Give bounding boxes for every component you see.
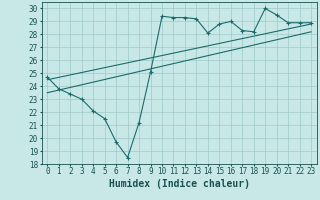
X-axis label: Humidex (Indice chaleur): Humidex (Indice chaleur): [109, 179, 250, 189]
